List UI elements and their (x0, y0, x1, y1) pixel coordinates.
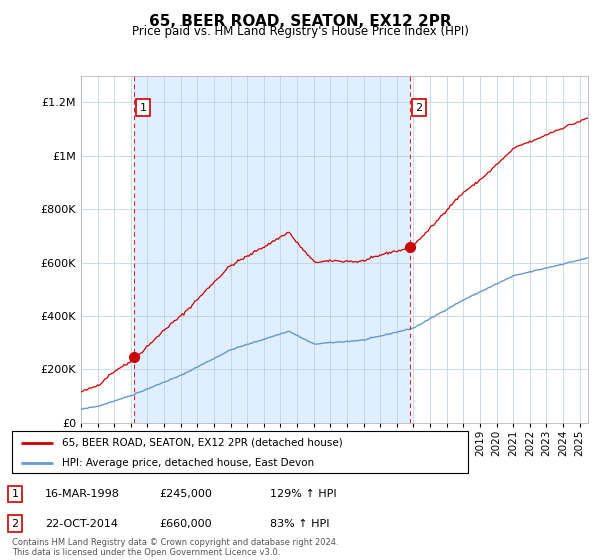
Text: 83% ↑ HPI: 83% ↑ HPI (270, 519, 329, 529)
Text: £245,000: £245,000 (159, 489, 212, 499)
Text: 2: 2 (11, 519, 19, 529)
Text: 2: 2 (415, 102, 422, 113)
Text: 22-OCT-2014: 22-OCT-2014 (45, 519, 118, 529)
Text: Contains HM Land Registry data © Crown copyright and database right 2024.
This d: Contains HM Land Registry data © Crown c… (12, 538, 338, 557)
Text: HPI: Average price, detached house, East Devon: HPI: Average price, detached house, East… (62, 458, 314, 468)
Text: 1: 1 (11, 489, 19, 499)
Text: 1: 1 (139, 102, 146, 113)
Text: Price paid vs. HM Land Registry's House Price Index (HPI): Price paid vs. HM Land Registry's House … (131, 25, 469, 38)
Text: £660,000: £660,000 (159, 519, 212, 529)
Bar (134, 76, 410, 423)
Text: 65, BEER ROAD, SEATON, EX12 2PR: 65, BEER ROAD, SEATON, EX12 2PR (149, 14, 451, 29)
Text: 65, BEER ROAD, SEATON, EX12 2PR (detached house): 65, BEER ROAD, SEATON, EX12 2PR (detache… (62, 438, 343, 448)
Text: 129% ↑ HPI: 129% ↑ HPI (270, 489, 337, 499)
Text: 16-MAR-1998: 16-MAR-1998 (45, 489, 120, 499)
